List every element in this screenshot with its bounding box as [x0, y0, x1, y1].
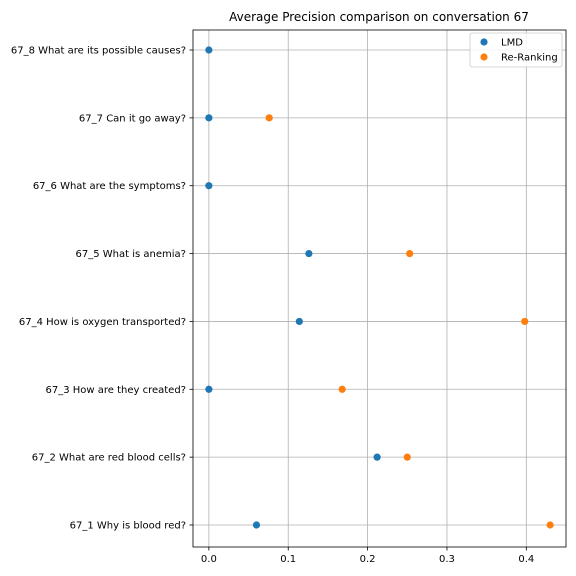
legend-label: Re-Ranking	[501, 53, 558, 64]
data-point	[546, 521, 554, 529]
y-tick-label: 67_4 How is oxygen transported?	[19, 317, 186, 328]
data-points	[205, 46, 554, 529]
data-point	[205, 385, 213, 393]
y-tick-label: 67_6 What are the symptoms?	[33, 181, 186, 192]
legend-marker	[480, 38, 488, 46]
data-point	[205, 182, 213, 190]
x-tick-label: 0.0	[201, 554, 217, 565]
y-tick-label: 67_5 What is anemia?	[76, 249, 186, 260]
data-point	[205, 114, 213, 122]
legend-box	[469, 32, 563, 68]
plot-frame	[192, 29, 567, 548]
axes: 0.0 0.1 0.2 0.3 0.4 67_1 Why is blood red? 67_…	[11, 29, 567, 565]
grid-lines	[193, 30, 566, 547]
y-tick-label: 67_7 Can it go away?	[79, 113, 186, 124]
x-tick-label: 0.1	[280, 554, 296, 565]
data-point	[265, 114, 273, 122]
y-tick-label: 67_1 Why is blood red?	[70, 521, 186, 532]
data-point	[521, 317, 529, 326]
data-point	[295, 317, 303, 326]
data-point	[338, 385, 346, 393]
chart-title: Average Precision comparison on conversa…	[229, 10, 529, 24]
x-tick-label: 0.3	[439, 554, 455, 565]
data-point	[403, 453, 411, 461]
x-tick-label: 0.4	[518, 554, 534, 565]
y-tick-label: 67_2 What are red blood cells?	[32, 453, 186, 464]
data-point	[406, 249, 414, 258]
data-point	[205, 46, 213, 54]
y-tick-label: 67_8 What are its possible causes?	[11, 46, 186, 57]
y-tick-label: 67_3 How are they created?	[45, 385, 186, 396]
data-point	[252, 521, 261, 529]
legend-marker	[480, 53, 488, 61]
legend-label: LMD	[501, 38, 523, 49]
x-tick-label: 0.2	[360, 554, 376, 565]
data-point	[373, 453, 381, 461]
legend: LMD Re-Ranking	[469, 32, 563, 68]
data-point	[305, 249, 313, 258]
